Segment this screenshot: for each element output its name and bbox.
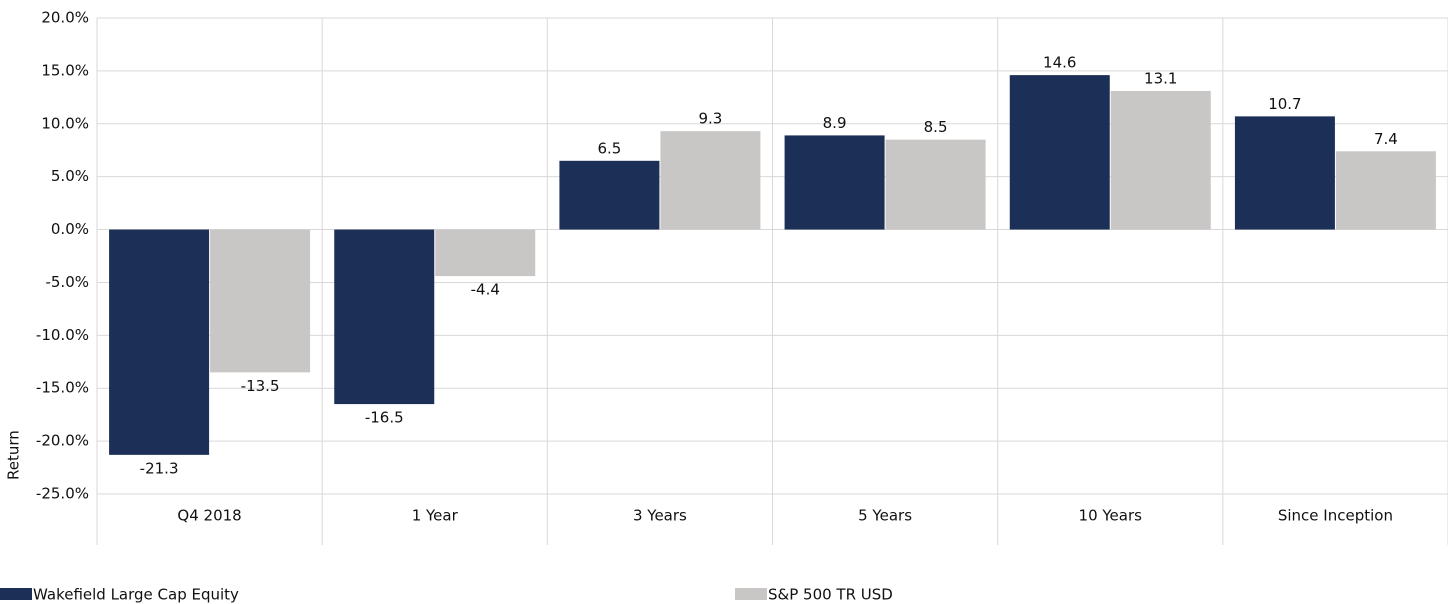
data-label: -21.3 [140, 459, 179, 477]
y-axis-label: Return [5, 430, 23, 480]
y-tick-label: 15.0% [41, 61, 89, 79]
x-tick-label: 1 Year [412, 507, 459, 525]
y-tick-label: 0.0% [51, 220, 89, 238]
y-tick-label: 5.0% [51, 167, 89, 185]
x-tick-label: 10 Years [1079, 507, 1143, 525]
bar [1009, 75, 1110, 230]
data-label: 6.5 [597, 139, 621, 157]
bar [1234, 116, 1335, 230]
x-tick-label: 3 Years [633, 507, 687, 525]
data-label: 7.4 [1374, 130, 1398, 148]
bar [109, 229, 210, 455]
data-label: -4.4 [471, 281, 500, 299]
bar [559, 160, 660, 230]
x-tick-label: Since Inception [1278, 507, 1393, 525]
data-label: 14.6 [1043, 54, 1076, 72]
legend-swatch [0, 588, 32, 600]
bar [660, 131, 761, 230]
y-tick-label: 10.0% [41, 114, 89, 132]
y-tick-label: -5.0% [45, 273, 89, 291]
data-label: 9.3 [698, 110, 722, 128]
bar [210, 229, 311, 373]
data-label: 8.5 [924, 118, 948, 136]
y-tick-label: -15.0% [36, 379, 89, 397]
x-tick-label: 5 Years [858, 507, 912, 525]
y-tick-label: -20.0% [36, 432, 89, 450]
y-tick-label: -10.0% [36, 326, 89, 344]
legend-swatch [735, 588, 767, 600]
y-tick-label: 20.0% [41, 9, 89, 27]
bar [885, 139, 986, 230]
bar [435, 229, 536, 277]
legend-label: Wakefield Large Cap Equity [33, 586, 239, 604]
bar [784, 135, 885, 230]
data-label: -13.5 [241, 377, 280, 395]
legend-label: S&P 500 TR USD [768, 586, 893, 604]
bar [334, 229, 435, 405]
bar [1110, 90, 1211, 230]
data-label: -16.5 [365, 409, 404, 427]
x-tick-label: Q4 2018 [177, 507, 241, 525]
data-label: 10.7 [1268, 95, 1301, 113]
bar [1335, 151, 1436, 230]
y-tick-label: -25.0% [36, 485, 89, 503]
data-label: 8.9 [823, 114, 847, 132]
data-label: 13.1 [1144, 69, 1177, 87]
